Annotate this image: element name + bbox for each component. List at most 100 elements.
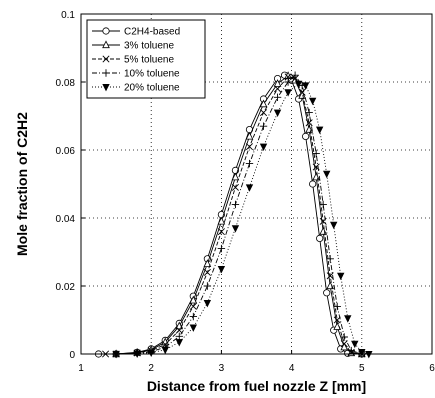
marker-triangle-down-point [231,225,240,233]
marker-triangle-point [312,172,321,181]
marker-cross-legend [102,55,110,63]
marker-cross-point [231,183,239,191]
marker-plus-point [291,71,299,79]
marker-cross-point [189,302,197,310]
series-line [116,83,432,355]
legend-label: 3% toluene [124,41,174,52]
y-tick-label: 0 [69,350,75,361]
marker-plus-point [284,78,292,86]
marker-plus-point [333,302,341,311]
marker-triangle-point [245,131,254,140]
series-line [116,74,432,355]
marker-triangle-down-point [315,126,324,134]
marker-plus-point [340,333,348,341]
marker-cross-point [175,326,183,334]
marker-cross-point [284,73,292,81]
series-4 [112,71,432,358]
x-tick-label: 1 [78,363,84,374]
marker-triangle-point [203,259,212,268]
series-line [116,75,432,355]
marker-circle-point [309,180,317,188]
series-3 [102,73,432,358]
legend-item: 20% toluene [92,83,180,94]
marker-triangle-down-point [294,80,303,89]
series-line [98,74,432,355]
marker-triangle-down-point [217,265,226,274]
marker-triangle-point [319,227,328,235]
marker-triangle-point [340,342,349,351]
marker-circle-legend [102,27,110,35]
marker-cross-point [274,85,282,93]
marker-triangle-down-point [344,315,352,323]
marker-triangle-down-point [351,340,359,349]
marker-triangle-down-point [245,184,254,192]
series-layer [94,71,432,359]
marker-plus-point [273,93,282,101]
marker-circle-point [302,132,310,140]
legend-label: 5% toluene [124,55,174,66]
marker-plus-point [231,200,240,209]
marker-triangle-point [217,216,226,225]
y-tick-label: 0.02 [56,282,76,293]
x-axis-title: Distance from fuel nozzle Z [mm] [147,378,366,394]
marker-plus-point [245,159,254,168]
series-2 [112,71,432,358]
marker-plus-point [259,122,268,130]
legend-item: 3% toluene [92,40,174,52]
marker-triangle-point [273,79,282,87]
legend-item: 5% toluene [92,55,174,66]
legend-item: 10% toluene [92,69,180,80]
series-1 [94,71,432,358]
marker-triangle-down-point [189,324,198,332]
x-tick-label: 6 [429,363,435,374]
marker-cross-point [245,143,253,151]
x-tick-label: 5 [359,363,365,374]
marker-triangle-down-point [161,346,169,355]
marker-triangle-down-point [337,272,345,281]
legend-item: C2H4-based [92,27,180,38]
y-tick-label: 0.1 [61,10,75,21]
legend-label: 20% toluene [124,83,180,94]
marker-triangle-down-point [284,89,292,97]
marker-plus-point [203,282,212,290]
x-tick-label: 2 [148,363,154,374]
marker-triangle-legend [102,40,110,49]
series-line [105,76,432,355]
marker-plus-point [319,200,327,209]
marker-plus-point [305,108,313,117]
marker-cross-point [333,316,341,324]
marker-cross-point [305,119,313,127]
x-tick-label: 4 [289,363,295,374]
marker-plus-point [189,312,198,321]
marker-triangle-down-legend [102,84,110,92]
marker-triangle-down-point [301,82,310,90]
series-5 [112,80,432,359]
marker-triangle-down-point [308,97,317,106]
marker-triangle-down-point [330,221,338,230]
axis-ticks: 1 2 3 4 5 6 0 0.02 0.04 0.06 0.08 0.1 [56,10,435,374]
legend-label: C2H4-based [124,27,180,38]
marker-triangle-point [259,99,268,108]
marker-cross-point [260,109,268,117]
marker-circle-point [323,289,331,297]
marker-plus-point [326,255,334,263]
marker-triangle-point [231,172,240,181]
marker-cross-point [326,272,334,280]
marker-plus-legend [102,69,110,77]
y-axis-title: Mole fraction of C2H2 [14,112,30,256]
marker-triangle-point [298,91,306,99]
marker-cross-point [340,340,348,348]
y-tick-label: 0.08 [56,78,76,89]
marker-triangle-down-point [273,109,282,117]
plot-area-frame [80,13,433,355]
marker-plus-point [347,346,355,355]
y-tick-label: 0.04 [56,214,76,225]
marker-triangle-down-point [175,339,183,347]
marker-cross-point [217,228,225,236]
x-tick-label: 3 [219,363,225,374]
legend-label: 10% toluene [124,69,180,80]
marker-plus-point [217,244,226,253]
y-tick-label: 0.06 [56,146,76,157]
marker-plus-point [312,149,320,158]
